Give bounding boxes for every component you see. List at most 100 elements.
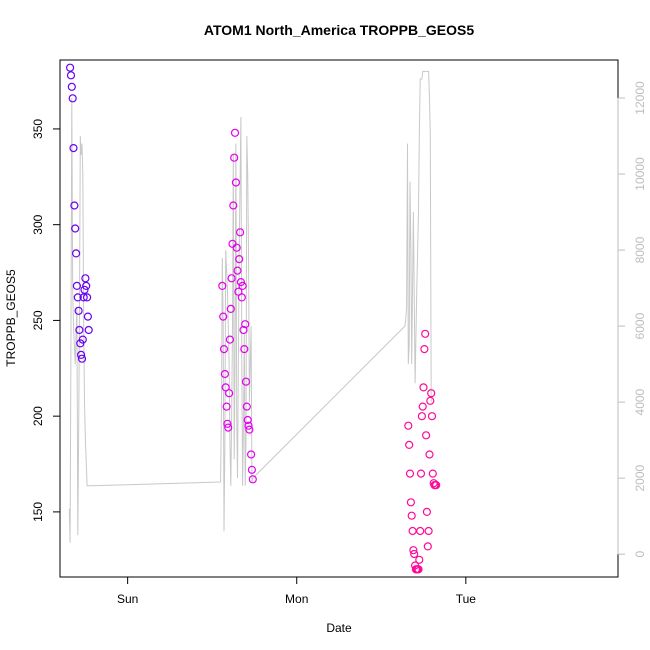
data-point	[80, 285, 89, 294]
data-point	[409, 546, 418, 555]
data-point	[83, 312, 93, 321]
y-tick-label: 150	[31, 502, 45, 522]
data-point	[239, 325, 248, 335]
data-point	[73, 293, 82, 302]
series-1	[65, 63, 93, 363]
data-point	[219, 345, 229, 354]
data-point	[418, 402, 427, 411]
data-point	[223, 419, 232, 428]
data-point	[69, 144, 78, 153]
data-point	[414, 565, 423, 574]
y2-tick-label: 6000	[633, 312, 647, 339]
data-point	[236, 278, 245, 287]
y-tick-label: 350	[31, 119, 45, 139]
data-point	[425, 450, 434, 459]
data-point	[230, 153, 239, 162]
data-point	[421, 329, 430, 338]
y2-tick-label: 8000	[633, 236, 647, 263]
series-3	[404, 329, 441, 574]
data-point	[247, 450, 256, 459]
y2-tick-label: 12000	[633, 81, 647, 115]
data-point	[432, 481, 441, 490]
data-point	[419, 383, 428, 392]
data-point	[219, 312, 228, 321]
data-point	[221, 383, 230, 392]
data-point	[423, 542, 432, 551]
data-point	[78, 335, 87, 344]
y2-tick-label: 4000	[633, 388, 647, 415]
data-point	[235, 255, 244, 264]
data-point	[66, 71, 76, 80]
x-tick-label: Sun	[117, 592, 138, 606]
data-point	[415, 555, 424, 564]
data-point	[232, 243, 241, 252]
data-point	[247, 465, 256, 474]
data-point	[220, 369, 229, 379]
y2-tick-label: 0	[633, 551, 647, 558]
data-point	[405, 469, 415, 478]
x-axis-label: Date	[326, 621, 352, 635]
data-point	[77, 354, 87, 363]
data-point	[236, 228, 245, 237]
data-point	[84, 325, 93, 335]
x-tick-label: Mon	[285, 592, 308, 606]
data-point	[427, 412, 437, 421]
data-point	[76, 350, 86, 359]
data-point	[406, 498, 415, 507]
data-point	[65, 63, 75, 72]
data-point	[72, 281, 82, 290]
x-axis: Sun Mon Tue	[117, 576, 476, 606]
data-point	[404, 421, 413, 430]
data-point	[79, 293, 88, 302]
data-point	[82, 281, 91, 290]
data-point	[242, 402, 251, 411]
right-axis-series	[68, 70, 432, 543]
data-point	[74, 306, 83, 315]
data-points	[65, 63, 441, 574]
data-point	[248, 475, 257, 484]
plot-frame	[59, 59, 619, 578]
y-axis-label: TROPPB_GEOS5	[4, 269, 18, 367]
data-point	[230, 128, 240, 137]
data-point	[71, 224, 80, 233]
data-point	[244, 421, 253, 430]
y-tick-label: 200	[31, 406, 45, 426]
y-axis-right: 0 2000 4000 6000 8000 10000 12000	[617, 81, 647, 558]
data-point	[420, 345, 429, 354]
data-point	[417, 412, 426, 421]
data-point	[226, 304, 235, 313]
data-point	[407, 511, 416, 520]
data-point	[227, 274, 236, 283]
series-2	[218, 128, 257, 484]
data-point	[408, 526, 417, 536]
data-point	[233, 266, 242, 275]
data-point	[405, 440, 414, 449]
y2-tick-label: 2000	[633, 464, 647, 491]
data-point	[426, 396, 435, 405]
data-point	[231, 178, 240, 187]
y-tick-label: 300	[31, 214, 45, 234]
chart-title: ATOM1 North_America TROPPB_GEOS5	[204, 22, 474, 38]
data-point	[224, 423, 233, 432]
data-point	[225, 389, 234, 398]
data-point	[410, 549, 419, 559]
data-point	[82, 293, 92, 302]
y-tick-label: 250	[31, 310, 45, 330]
data-point	[75, 325, 84, 335]
data-point	[427, 389, 436, 398]
right-axis-line	[68, 70, 432, 543]
data-point	[416, 469, 426, 478]
data-point	[225, 335, 234, 344]
data-point	[428, 469, 437, 478]
data-point	[238, 281, 247, 290]
data-point	[71, 249, 81, 258]
data-point	[243, 415, 252, 425]
data-point	[67, 82, 76, 91]
data-point	[237, 293, 246, 302]
data-point	[68, 94, 77, 103]
data-point	[218, 281, 227, 290]
data-point	[422, 507, 431, 516]
data-point	[240, 345, 249, 354]
data-point	[241, 377, 251, 386]
